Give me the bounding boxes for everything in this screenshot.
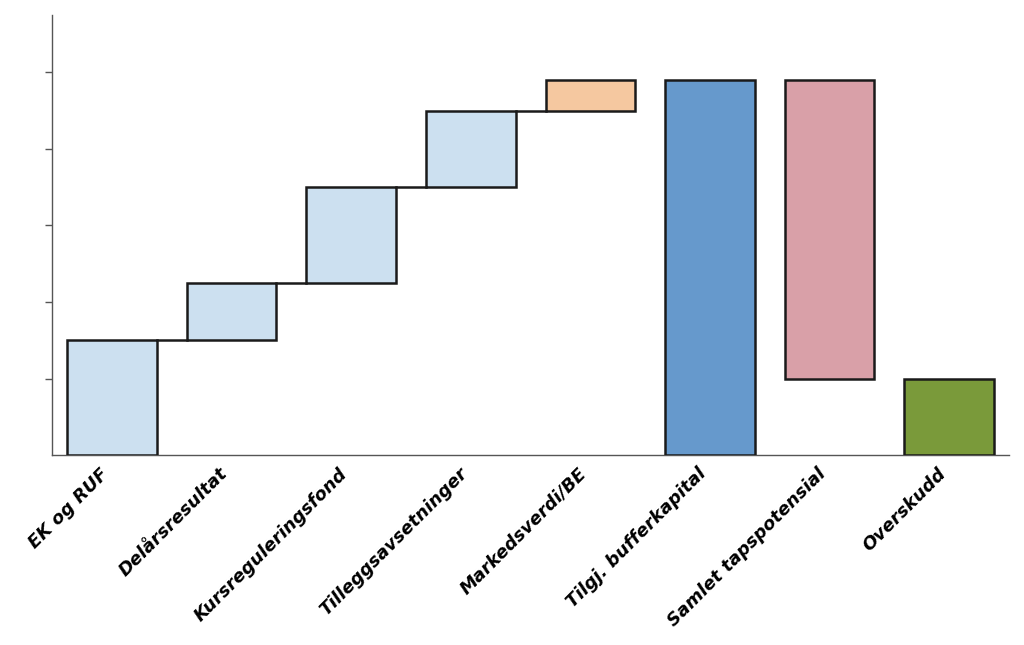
Bar (426, 111, 516, 187)
Bar (666, 80, 755, 455)
Bar (784, 80, 874, 379)
Bar (186, 283, 276, 341)
Bar (306, 187, 396, 283)
Bar (68, 341, 157, 455)
Bar (546, 80, 635, 111)
Bar (904, 379, 994, 455)
